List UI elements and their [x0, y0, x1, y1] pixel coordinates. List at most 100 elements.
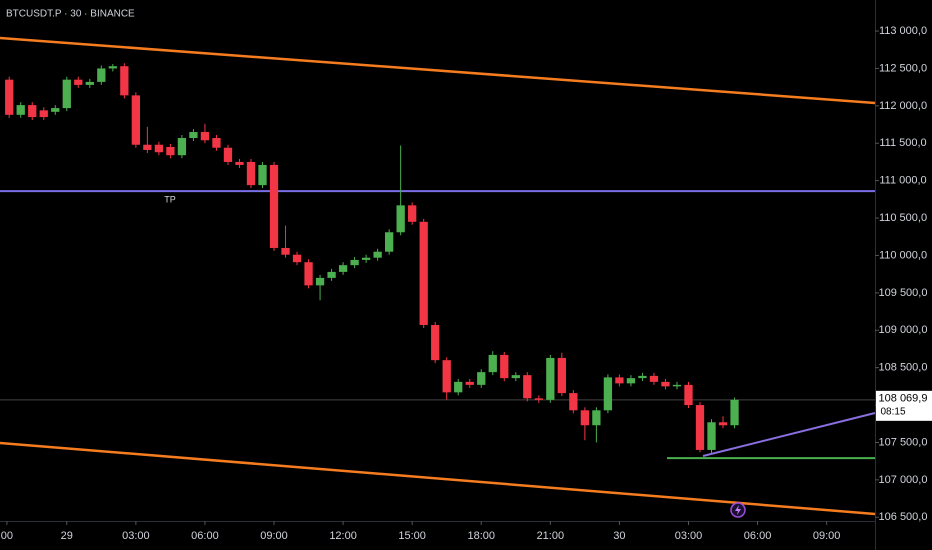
candle-body: [454, 381, 463, 393]
candle-body: [200, 132, 210, 141]
candle-body: [269, 164, 279, 248]
candle-body: [292, 254, 302, 263]
y-tick-label: 112 500,0: [879, 62, 927, 74]
candle-body: [28, 105, 37, 118]
candle-body: [373, 251, 382, 258]
candle-body: [39, 110, 48, 118]
candle-body: [315, 277, 325, 286]
y-tick-label: 109 000,0: [879, 324, 928, 336]
channel-line: [0, 441, 876, 516]
plot: [0, 63, 875, 460]
candle-body: [546, 357, 555, 400]
candle-body: [97, 68, 106, 82]
alert-icon-glyph: [735, 505, 741, 515]
candle-body: [85, 81, 94, 85]
x-tick-label: 12:00: [329, 530, 357, 542]
candle-body: [120, 66, 129, 96]
candle-body: [408, 205, 417, 222]
x-tick-label: 30: [613, 530, 625, 542]
y-tick-label: 106 500,0: [879, 511, 928, 523]
candle-body: [442, 360, 451, 393]
candle-body: [246, 161, 256, 186]
candle-body: [649, 375, 659, 382]
y-tick-label: 108 500,0: [879, 362, 928, 374]
x-tick-label: 03:00: [122, 530, 150, 542]
candle-body: [488, 354, 497, 373]
x-tick-label: 09:00: [260, 530, 288, 542]
x-tick-label: 00: [1, 530, 13, 542]
candle-body: [592, 410, 601, 426]
candle-body: [500, 354, 509, 379]
candle-body: [154, 144, 164, 153]
candle-body: [396, 205, 405, 233]
trend-line: [702, 412, 876, 457]
x-tick-label: 06:00: [744, 530, 772, 542]
candle-body: [131, 95, 140, 145]
candle-body: [62, 79, 71, 109]
candle-body: [523, 375, 532, 399]
candle-body: [166, 146, 175, 156]
candle-body: [189, 132, 198, 139]
candle-body: [684, 384, 693, 406]
candle-body: [5, 79, 14, 115]
candle-body: [707, 422, 716, 450]
y-tick-label: 107 500,0: [879, 436, 928, 448]
candle-body: [580, 410, 590, 426]
channel-line: [0, 36, 876, 105]
candle-body: [338, 265, 348, 272]
x-tick-label: 21:00: [537, 530, 565, 542]
candle-body: [51, 108, 60, 112]
candle-body: [350, 259, 359, 266]
candle-body: [661, 381, 670, 387]
candle-body: [108, 66, 117, 69]
candle-body: [223, 147, 233, 162]
candle-body: [626, 378, 636, 384]
candle-body: [419, 221, 428, 326]
countdown-label: 08:15: [880, 406, 905, 417]
candle-body: [638, 375, 647, 379]
candle-body: [16, 105, 25, 115]
candle-body: [431, 325, 440, 361]
x-tick-label: 09:00: [813, 530, 841, 542]
candle-body: [212, 138, 221, 148]
candle-body: [477, 372, 486, 385]
candle-body: [603, 377, 613, 411]
candle-body: [258, 164, 267, 186]
y-tick-label: 107 000,0: [879, 474, 928, 486]
x-tick-label: 18:00: [467, 530, 495, 542]
candle-body: [569, 393, 578, 411]
horizontal-line-label: TP: [164, 194, 176, 204]
x-tick-label: 29: [61, 530, 73, 542]
candle-body: [695, 405, 705, 450]
candle-body: [304, 262, 313, 286]
candle-body: [718, 422, 728, 426]
x-tick-label: 15:00: [398, 530, 426, 542]
candle-body: [534, 398, 543, 400]
y-tick-label: 109 500,0: [879, 287, 928, 299]
x-tick-label: 06:00: [191, 530, 219, 542]
candle-body: [327, 271, 336, 278]
y-tick-label: 110 500,0: [879, 212, 927, 224]
candle-body: [730, 399, 739, 426]
candle-body: [615, 377, 624, 384]
candle-body: [557, 357, 566, 394]
y-tick-label: 110 000,0: [879, 249, 927, 261]
candle-body: [143, 144, 152, 150]
candle-body: [672, 384, 682, 387]
last-price-box: [876, 390, 932, 421]
candle-body: [177, 138, 187, 156]
y-tick-label: 113 000,0: [879, 25, 927, 37]
candle-body: [385, 232, 394, 252]
y-tick-label: 111 500,0: [879, 137, 926, 149]
chart-title: BTCUSDT.P · 30 · BINANCE: [6, 9, 135, 20]
y-tick-label: 111 000,0: [879, 175, 926, 187]
last-price-label: 108 069,9: [879, 393, 928, 405]
candle-body: [281, 247, 290, 255]
y-tick-label: 112 000,0: [879, 100, 927, 112]
x-tick-label: 03:00: [675, 530, 703, 542]
candle-body: [361, 257, 371, 260]
candle-body: [235, 161, 244, 165]
candle-body: [74, 79, 83, 85]
